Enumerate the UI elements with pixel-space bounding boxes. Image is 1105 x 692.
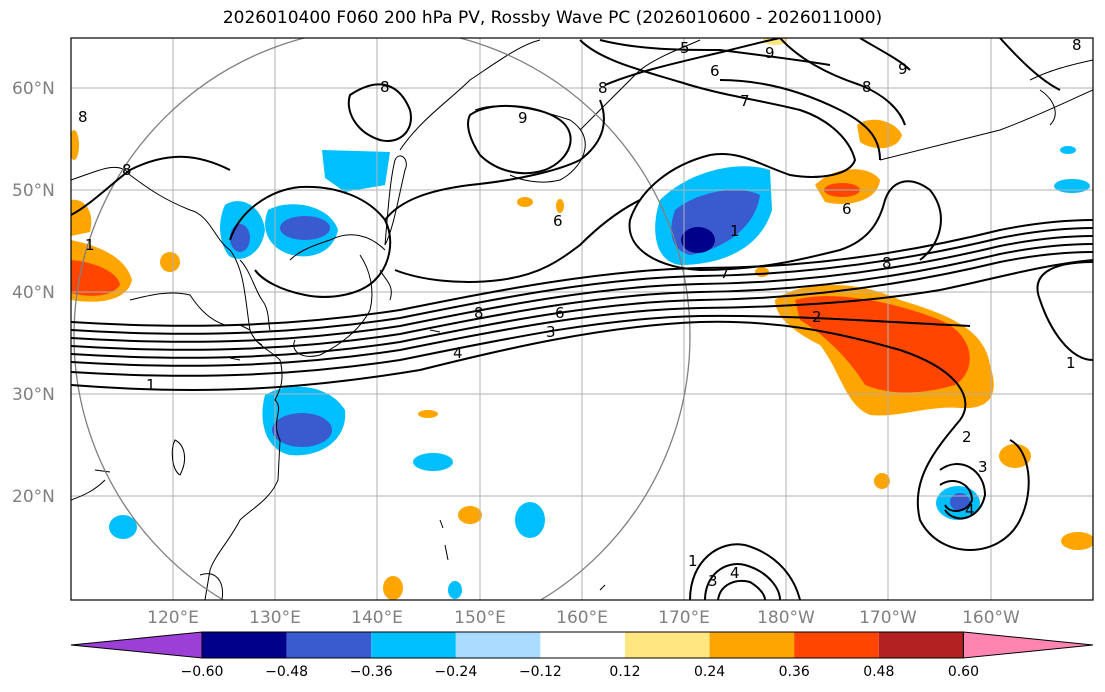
lat-label: 60°N	[12, 79, 55, 99]
lon-label: 150°E	[454, 608, 506, 628]
contour-label: 3	[546, 323, 556, 341]
contour-labels: 5 6 7 8 9 8 9 6 8 7 1 6 4 3 1 2 3 2 1 8 …	[78, 36, 1082, 590]
map-area: 5 6 7 8 9 8 9 6 8 7 1 6 4 3 1 2 3 2 1 8 …	[71, 36, 1093, 600]
contour-label: 6	[710, 62, 720, 80]
contour-label: 8	[1072, 36, 1082, 54]
contour-label: 6	[555, 304, 565, 322]
colorbar-segment	[455, 632, 541, 658]
contour-label: 5	[680, 39, 690, 57]
colorbar-tick: −0.48	[265, 664, 308, 680]
lon-label: 140°E	[351, 608, 403, 628]
colorbar-segment	[540, 632, 625, 658]
colorbar-tick: −0.12	[519, 664, 562, 680]
contour-label: 1	[730, 222, 740, 240]
contour-label: 8	[122, 161, 132, 179]
contour-label: 2	[812, 308, 822, 326]
contour-label: 7	[720, 264, 730, 282]
contour-label: 1	[146, 376, 156, 394]
map-frame	[70, 37, 1094, 601]
pv-contours	[71, 38, 1093, 600]
colorbar-tick: −0.24	[434, 664, 477, 680]
contour-label: 8	[380, 78, 390, 96]
lon-label: 120°E	[147, 608, 199, 628]
coastlines	[71, 39, 1093, 600]
contour-label: 4	[453, 344, 463, 362]
colorbar-tick: −0.60	[181, 664, 224, 680]
contour-label: 8	[862, 78, 872, 96]
lon-label: 160°E	[556, 608, 608, 628]
colorbar-segment	[625, 632, 710, 658]
lat-label: 50°N	[12, 181, 55, 201]
lon-label: 160°W	[962, 608, 1020, 628]
graticule	[71, 38, 1093, 600]
colorbar-segment	[286, 632, 372, 658]
contour-label: 1	[85, 236, 95, 254]
colorbar-ticks: −0.60 −0.48 −0.36 −0.24 −0.12 0.12 0.24 …	[181, 664, 979, 680]
colorbar-tick: 0.36	[779, 664, 810, 680]
lat-label: 30°N	[12, 385, 55, 405]
colorbar-segment	[794, 632, 879, 658]
contour-label: 8	[78, 108, 88, 126]
contour-label: 8	[598, 79, 608, 97]
colorbar-tick: 0.12	[609, 664, 640, 680]
latitude-labels: 60°N 50°N 40°N 30°N 20°N	[12, 79, 55, 507]
colorbar-tick: −0.36	[350, 664, 393, 680]
contour-label: 8	[474, 304, 484, 322]
lon-label: 180°W	[757, 608, 815, 628]
contour-label: 3	[708, 572, 718, 590]
lat-label: 40°N	[12, 283, 55, 303]
contour-label: 7	[740, 92, 750, 110]
colorbar-segment	[371, 632, 456, 658]
contour-label: 9	[518, 109, 528, 127]
contour-label: 1	[688, 552, 698, 570]
colorbar-segment	[202, 632, 287, 658]
colorbar-segment	[709, 632, 795, 658]
region-circle	[73, 38, 691, 600]
contour-label: 2	[962, 428, 972, 446]
contour-label: 6	[553, 212, 563, 230]
contour-label: 4	[965, 501, 975, 519]
lon-label: 170°W	[859, 608, 917, 628]
contour-label: 9	[765, 44, 775, 62]
contour-label: 3	[978, 458, 988, 476]
contour-label: 8	[882, 254, 892, 272]
map-title: 2026010400 F060 200 hPa PV, Rossby Wave …	[222, 8, 883, 28]
lat-label: 20°N	[12, 487, 55, 507]
colorbar-tick: 0.60	[948, 664, 979, 680]
longitude-labels: 120°E 130°E 140°E 150°E 160°E 170°E 180°…	[147, 608, 1020, 628]
colorbar-segment	[878, 632, 964, 658]
contour-label: 9	[898, 60, 908, 78]
colorbar-extend-high	[962, 631, 1094, 659]
colorbar-tick: 0.24	[694, 664, 725, 680]
lon-label: 170°E	[658, 608, 710, 628]
lon-label: 130°E	[249, 608, 301, 628]
positive-anomalies	[71, 38, 1093, 600]
contour-label: 4	[730, 564, 740, 582]
colorbar-extend-low	[70, 631, 203, 659]
colorbar-outline	[201, 631, 964, 659]
contour-label: 6	[842, 200, 852, 218]
contour-label: 1	[1066, 354, 1076, 372]
colorbar: −0.60 −0.48 −0.36 −0.24 −0.12 0.12 0.24 …	[70, 631, 1094, 680]
colorbar-tick: 0.48	[863, 664, 894, 680]
